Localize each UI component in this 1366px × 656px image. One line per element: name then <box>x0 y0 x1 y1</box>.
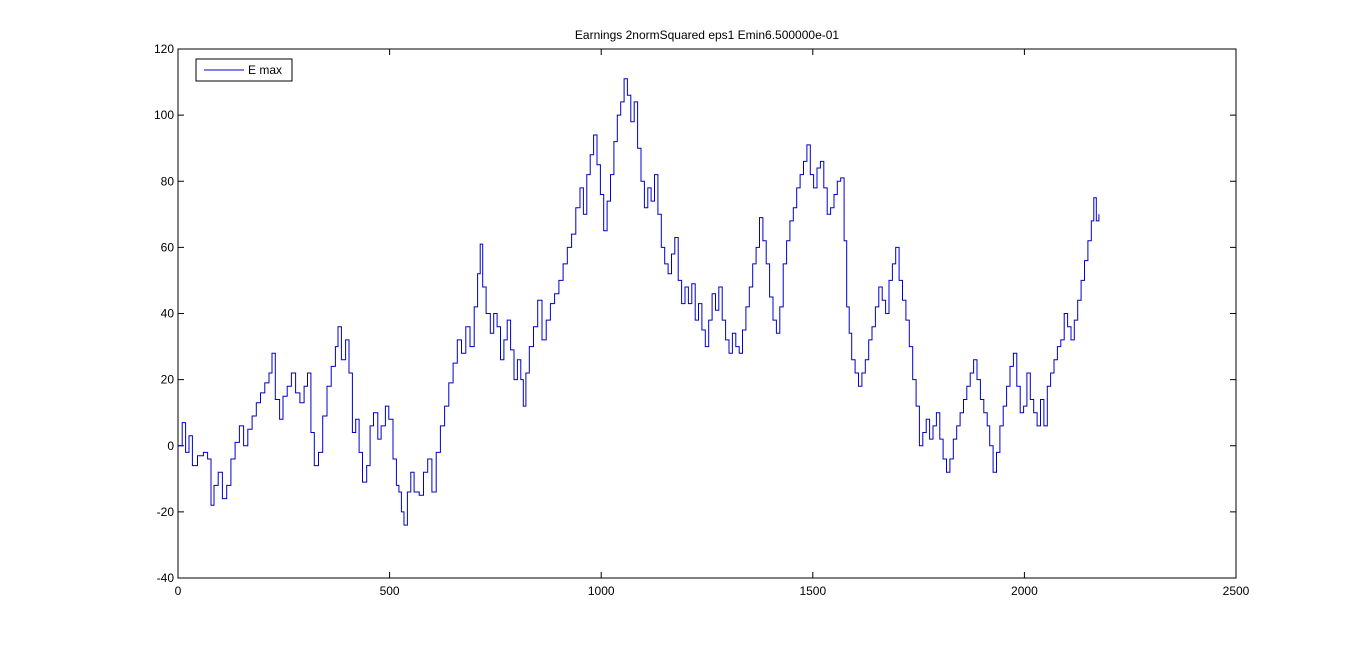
y-tick-label: -40 <box>157 571 175 585</box>
x-tick-label: 0 <box>175 584 182 598</box>
x-tick-label: 500 <box>380 584 400 598</box>
series-line-0 <box>178 78 1100 526</box>
y-tick-label: 20 <box>161 373 175 387</box>
y-tick-label: 40 <box>161 307 175 321</box>
y-axis: -40 -20 0 20 40 60 80 100 120 <box>154 42 1236 585</box>
y-tick-label: 0 <box>167 439 174 453</box>
y-tick-label: 60 <box>161 240 175 254</box>
series-layer <box>178 78 1100 526</box>
chart-title: Earnings 2normSquared eps1 Emin6.500000e… <box>575 28 840 42</box>
x-axis: 0 500 1000 1500 2000 2500 <box>175 49 1250 598</box>
x-tick-label: 2000 <box>1011 584 1038 598</box>
y-tick-label: 120 <box>154 42 174 56</box>
legend-label: E max <box>248 63 282 77</box>
x-tick-label: 1500 <box>799 584 826 598</box>
x-tick-label: 1000 <box>588 584 615 598</box>
y-tick-label: 100 <box>154 108 174 122</box>
x-tick-label: 2500 <box>1223 584 1250 598</box>
y-tick-label: -20 <box>157 505 175 519</box>
plot-area <box>177 48 1237 579</box>
y-tick-label: 80 <box>161 174 175 188</box>
legend: E max <box>195 58 293 82</box>
